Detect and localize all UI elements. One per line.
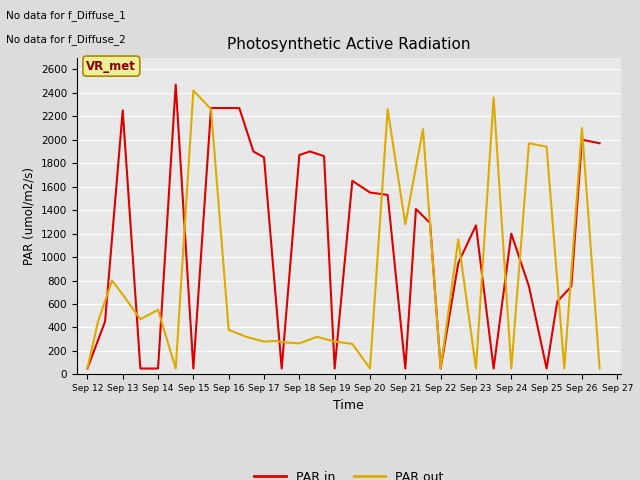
Y-axis label: PAR (umol/m2/s): PAR (umol/m2/s) bbox=[22, 167, 35, 265]
Legend: PAR in, PAR out: PAR in, PAR out bbox=[250, 466, 448, 480]
Title: Photosynthetic Active Radiation: Photosynthetic Active Radiation bbox=[227, 37, 470, 52]
X-axis label: Time: Time bbox=[333, 399, 364, 412]
Text: No data for f_Diffuse_2: No data for f_Diffuse_2 bbox=[6, 34, 126, 45]
Text: No data for f_Diffuse_1: No data for f_Diffuse_1 bbox=[6, 10, 126, 21]
Text: VR_met: VR_met bbox=[86, 60, 136, 72]
